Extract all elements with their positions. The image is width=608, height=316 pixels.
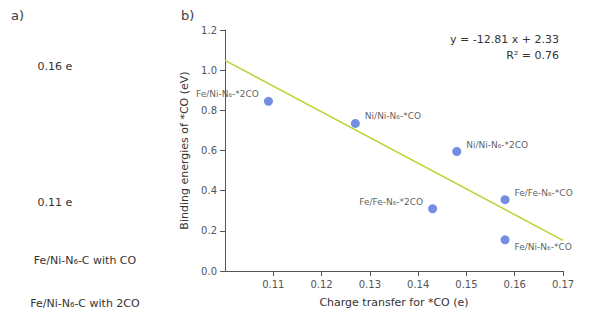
svg-text:0.14: 0.14: [407, 279, 429, 290]
svg-text:Fe/Fe-N₆-*2CO: Fe/Fe-N₆-*2CO: [359, 197, 423, 207]
svg-text:Fe/Ni-N₆-*2CO: Fe/Ni-N₆-*2CO: [196, 89, 259, 99]
svg-text:0.17: 0.17: [552, 279, 574, 290]
svg-text:0.6: 0.6: [201, 145, 217, 156]
svg-text:0.16 e: 0.16 e: [37, 60, 72, 73]
svg-text:0.13: 0.13: [359, 279, 381, 290]
svg-text:0.2: 0.2: [201, 225, 217, 236]
svg-text:Fe/Ni-N₆-C with 2CO: Fe/Ni-N₆-C with 2CO: [30, 297, 140, 310]
svg-text:Binding energies of *CO (eV): Binding energies of *CO (eV): [178, 71, 191, 229]
svg-text:0.15: 0.15: [455, 279, 477, 290]
svg-text:0.8: 0.8: [201, 105, 217, 116]
svg-text:Fe/Fe-N₆-*CO: Fe/Fe-N₆-*CO: [515, 188, 573, 198]
svg-text:0.0: 0.0: [201, 266, 217, 277]
svg-text:0.11: 0.11: [262, 279, 284, 290]
svg-text:Charge transfer for *CO (e): Charge transfer for *CO (e): [319, 296, 468, 309]
svg-text:Ni/Ni-N₆-*2CO: Ni/Ni-N₆-*2CO: [466, 140, 528, 150]
svg-text:1.0: 1.0: [201, 65, 217, 76]
svg-text:b): b): [181, 8, 194, 23]
svg-text:1.2: 1.2: [201, 25, 217, 36]
svg-text:a): a): [11, 8, 24, 23]
svg-text:Fe/Ni-N₆-*CO: Fe/Ni-N₆-*CO: [515, 242, 572, 252]
svg-text:R² = 0.76: R² = 0.76: [506, 49, 559, 62]
svg-text:Ni/Ni-N₆-*CO: Ni/Ni-N₆-*CO: [365, 111, 421, 121]
svg-text:0.4: 0.4: [201, 185, 217, 196]
svg-text:0.16: 0.16: [504, 279, 526, 290]
svg-text:0.12: 0.12: [310, 279, 332, 290]
svg-text:y = -12.81 x + 2.33: y = -12.81 x + 2.33: [450, 33, 559, 46]
svg-text:0.11 e: 0.11 e: [37, 196, 72, 209]
svg-text:Fe/Ni-N₆-C with CO: Fe/Ni-N₆-C with CO: [34, 254, 137, 267]
